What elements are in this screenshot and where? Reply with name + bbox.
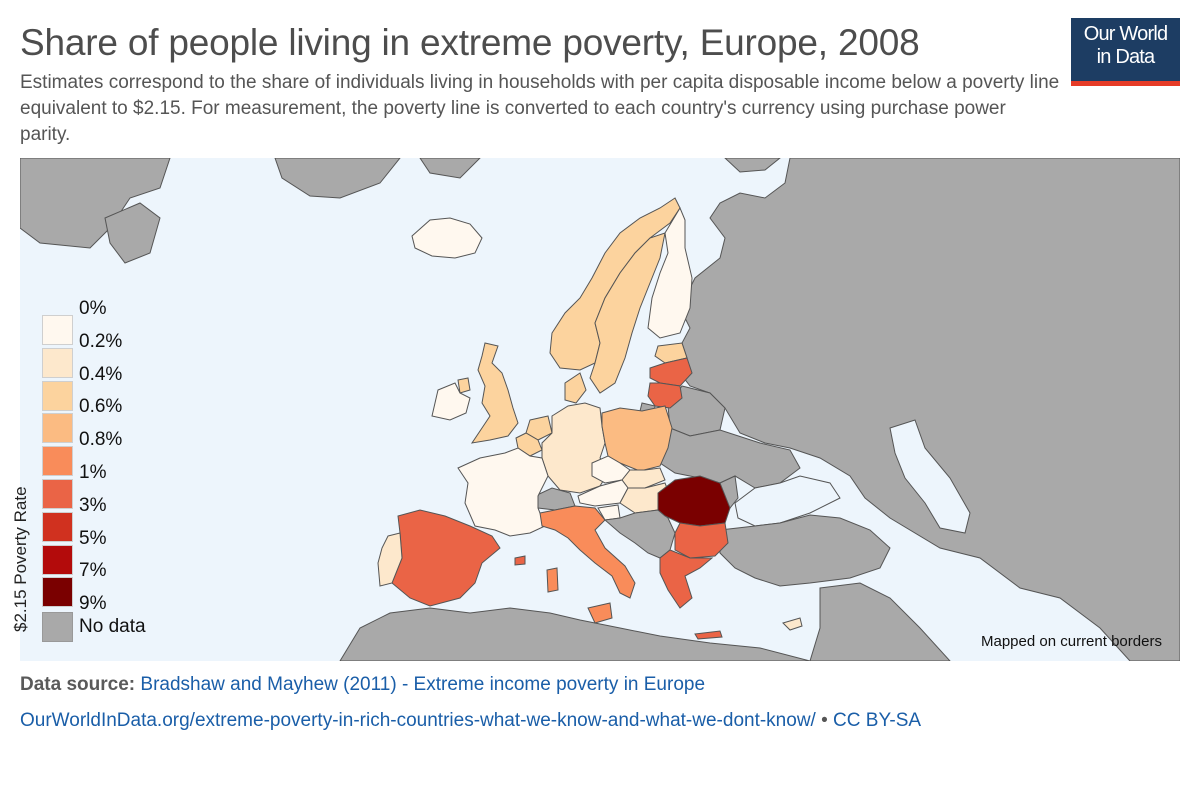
country-denmark[interactable]	[564, 372, 587, 404]
legend-swatch[interactable]	[42, 511, 73, 542]
country-iceland[interactable]	[411, 217, 483, 259]
land-arctic-islands[interactable]	[419, 158, 481, 179]
country-netherlands[interactable]	[525, 415, 553, 441]
legend-swatch[interactable]	[42, 413, 73, 444]
country-latvia[interactable]	[649, 357, 693, 387]
legend-swatch[interactable]	[42, 380, 73, 411]
legend-swatch[interactable]	[42, 347, 73, 378]
country-sweden[interactable]	[589, 232, 666, 394]
country-italy-sicily[interactable]	[587, 602, 613, 624]
legend-swatch-no-data[interactable]	[42, 612, 73, 643]
map-borders-note: Mapped on current borders	[981, 633, 1162, 650]
region-western-balkans[interactable]	[603, 509, 676, 559]
logo-line-1: Our World	[1083, 23, 1168, 45]
country-greenland[interactable]	[274, 158, 401, 199]
land-north-africa[interactable]	[339, 607, 811, 661]
legend-swatch[interactable]	[42, 446, 73, 477]
legend-swatch[interactable]	[42, 479, 73, 509]
legend-label: 0.4%	[79, 363, 123, 385]
legend-label: 0.2%	[79, 330, 123, 352]
logo-accent-bar	[1071, 81, 1180, 86]
country-bulgaria[interactable]	[674, 522, 729, 559]
country-lithuania[interactable]	[647, 382, 683, 409]
country-greece[interactable]	[659, 549, 714, 609]
legend-swatch[interactable]	[42, 577, 73, 608]
data-source-label: Data source:	[20, 674, 136, 695]
legend-label: 9%	[79, 593, 107, 615]
legend-label: 7%	[79, 560, 107, 582]
country-portugal[interactable]	[377, 532, 403, 587]
legend-label: 0%	[79, 298, 107, 319]
legend-label: 5%	[79, 527, 107, 549]
license-link[interactable]: CC BY-SA	[833, 710, 922, 731]
europe-map[interactable]	[20, 158, 1180, 661]
data-source-line: Data source: Bradshaw and Mayhew (2011) …	[20, 674, 705, 696]
legend-label: 0.6%	[79, 396, 123, 418]
legend-swatch[interactable]	[42, 315, 73, 345]
land-arctic-islands-2[interactable]	[724, 158, 781, 173]
country-cyprus[interactable]	[782, 617, 803, 631]
footer-separator: •	[815, 710, 834, 731]
country-turkey[interactable]	[719, 514, 891, 587]
country-united-kingdom[interactable]	[470, 342, 519, 444]
country-italy[interactable]	[539, 505, 636, 599]
black-sea	[734, 475, 841, 527]
land-arctic-west-2[interactable]	[104, 202, 161, 264]
legend-title: $2.15 Poverty Rate	[11, 486, 30, 632]
map-area[interactable]	[20, 158, 1180, 661]
legend-label-no-data: No data	[79, 616, 146, 638]
legend-label: 3%	[79, 494, 107, 516]
legend-label: 0.8%	[79, 429, 123, 451]
country-ireland[interactable]	[431, 382, 471, 421]
caspian-sea	[889, 419, 971, 534]
legend-swatch[interactable]	[42, 544, 73, 575]
owid-logo[interactable]: Our World in Data	[1071, 18, 1180, 86]
country-romania[interactable]	[657, 475, 731, 527]
logo-line-2: in Data	[1096, 46, 1156, 68]
country-italy-sardinia[interactable]	[546, 567, 559, 593]
country-france[interactable]	[457, 447, 549, 537]
country-united-kingdom-ni[interactable]	[457, 377, 471, 394]
chart-subtitle: Estimates correspond to the share of ind…	[20, 72, 1060, 145]
country-spain-balearic[interactable]	[514, 555, 526, 566]
country-greece-crete[interactable]	[694, 630, 723, 640]
country-russia[interactable]	[679, 158, 1180, 661]
land-middle-east[interactable]	[809, 582, 951, 661]
data-source-link[interactable]: Bradshaw and Mayhew (2011) - Extreme inc…	[140, 674, 706, 695]
country-finland[interactable]	[647, 206, 693, 339]
country-poland[interactable]	[601, 405, 673, 472]
footer-url-link[interactable]: OurWorldInData.org/extreme-poverty-in-ri…	[20, 710, 816, 731]
chart-title: Share of people living in extreme povert…	[20, 22, 920, 63]
footer-line: OurWorldInData.org/extreme-poverty-in-ri…	[20, 710, 921, 732]
legend-label: 1%	[79, 462, 107, 483]
